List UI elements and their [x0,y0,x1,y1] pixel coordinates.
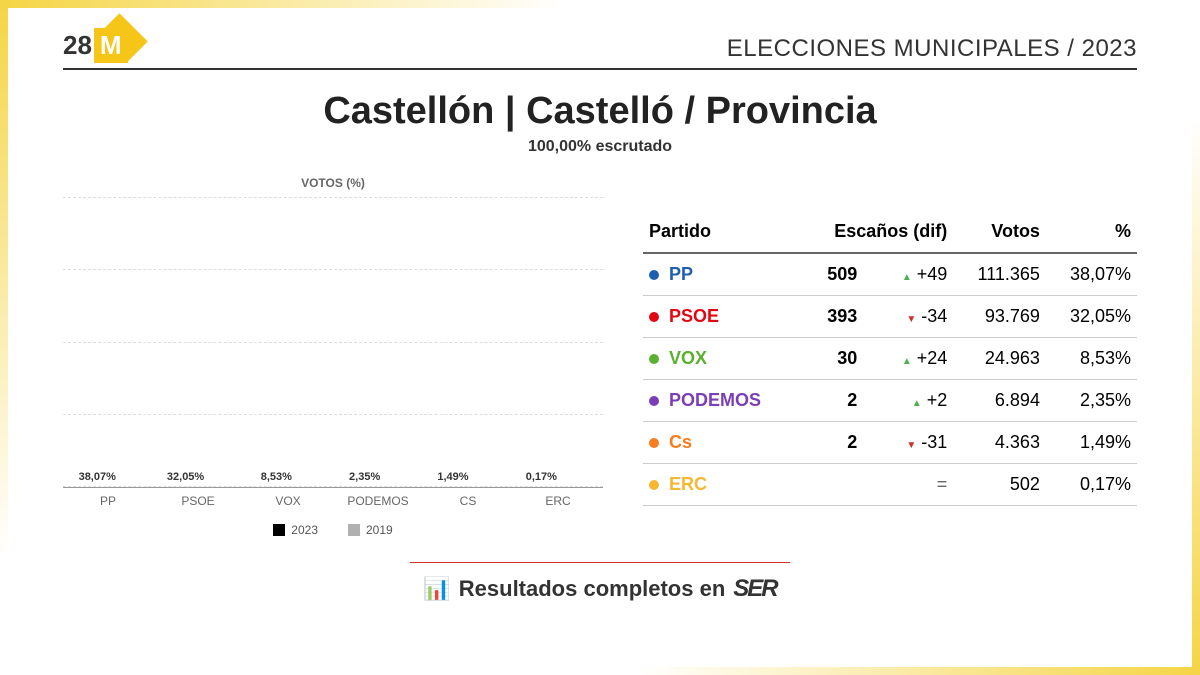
th-pct: % [1046,211,1137,253]
th-party: Partido [643,211,798,253]
legend-prev-label: 2019 [366,523,393,537]
party-name: PP [669,264,693,285]
table-row: PP 509▲ +49111.36538,07% [643,253,1137,296]
x-axis-label: CS [423,494,513,508]
party-dot [649,438,659,448]
pct-value: 38,07% [1046,253,1137,296]
bar-value-label: 1,49% [437,471,468,483]
title-area: Castellón | Castelló / Provincia 100,00%… [63,90,1137,156]
bar-value-label: 8,53% [261,471,292,483]
party-name: PODEMOS [669,390,761,411]
table-row: ERC =5020,17% [643,464,1137,506]
seats-value [798,464,864,506]
table-row: Cs 2▼ -314.3631,49% [643,422,1137,464]
page-title: Castellón | Castelló / Provincia [63,90,1137,133]
table-row: PSOE 393▼ -3493.76932,05% [643,296,1137,338]
bar-value-label: 0,17% [526,471,557,483]
header: 28 M ELECCIONES MUNICIPALES / 2023 [63,28,1137,70]
x-axis-label: PP [63,494,153,508]
party-dot [649,396,659,406]
seats-diff: ▼ -31 [863,422,953,464]
party-name: ERC [669,474,707,495]
bar-value-label: 2,35% [349,471,380,483]
seats-value: 30 [798,338,864,380]
pct-value: 0,17% [1046,464,1137,506]
party-name: VOX [669,348,707,369]
legend-current: 2023 [273,523,318,537]
votes-value: 111.365 [953,253,1046,296]
x-axis-label: PODEMOS [333,494,423,508]
ser-logo: SER [733,575,776,603]
chart-icon: 📊 [423,576,450,602]
seats-diff: ▲ +24 [863,338,953,380]
table-row: PODEMOS 2▲ +26.8942,35% [643,380,1137,422]
logo-prefix: 28 [63,30,92,61]
bar-value-label: 38,07% [79,471,116,483]
votes-value: 24.963 [953,338,1046,380]
legend-current-label: 2023 [291,523,318,537]
x-axis-label: PSOE [153,494,243,508]
seats-diff: ▲ +49 [863,253,953,296]
results-table: Partido Escaños (dif) Votos % PP 509▲ +49… [643,211,1137,537]
pct-value: 1,49% [1046,422,1137,464]
seats-value: 2 [798,422,864,464]
seats-diff: ▼ -34 [863,296,953,338]
seats-diff: ▲ +2 [863,380,953,422]
chart-legend: 2023 2019 [63,523,603,537]
seats-value: 2 [798,380,864,422]
table-row: VOX 30▲ +2424.9638,53% [643,338,1137,380]
th-votes: Votos [953,211,1046,253]
seats-diff: = [863,464,953,506]
x-axis-label: ERC [513,494,603,508]
th-seats: Escaños (dif) [798,211,954,253]
pct-value: 2,35% [1046,380,1137,422]
x-axis-label: VOX [243,494,333,508]
vote-chart: VOTOS (%) 38,07% 32,05% 8,53% 2,35% 1,49% 0,1… [63,176,603,537]
logo-suffix: M [94,28,128,63]
party-dot [649,312,659,322]
votes-value: 6.894 [953,380,1046,422]
subtitle: 100,00% escrutado [63,138,1137,156]
votes-value: 93.769 [953,296,1046,338]
footer: 📊 Resultados completos en SER [63,562,1137,603]
logo: 28 M [63,28,128,63]
chart-title: VOTOS (%) [63,176,603,190]
seats-value: 393 [798,296,864,338]
pct-value: 8,53% [1046,338,1137,380]
party-dot [649,270,659,280]
bar-value-label: 32,05% [167,471,204,483]
party-name: PSOE [669,306,719,327]
legend-prev: 2019 [348,523,393,537]
footer-text: Resultados completos en [459,576,726,602]
votes-value: 502 [953,464,1046,506]
seats-value: 509 [798,253,864,296]
pct-value: 32,05% [1046,296,1137,338]
party-name: Cs [669,432,692,453]
party-dot [649,354,659,364]
party-dot [649,480,659,490]
election-title: ELECCIONES MUNICIPALES / 2023 [727,35,1137,63]
votes-value: 4.363 [953,422,1046,464]
